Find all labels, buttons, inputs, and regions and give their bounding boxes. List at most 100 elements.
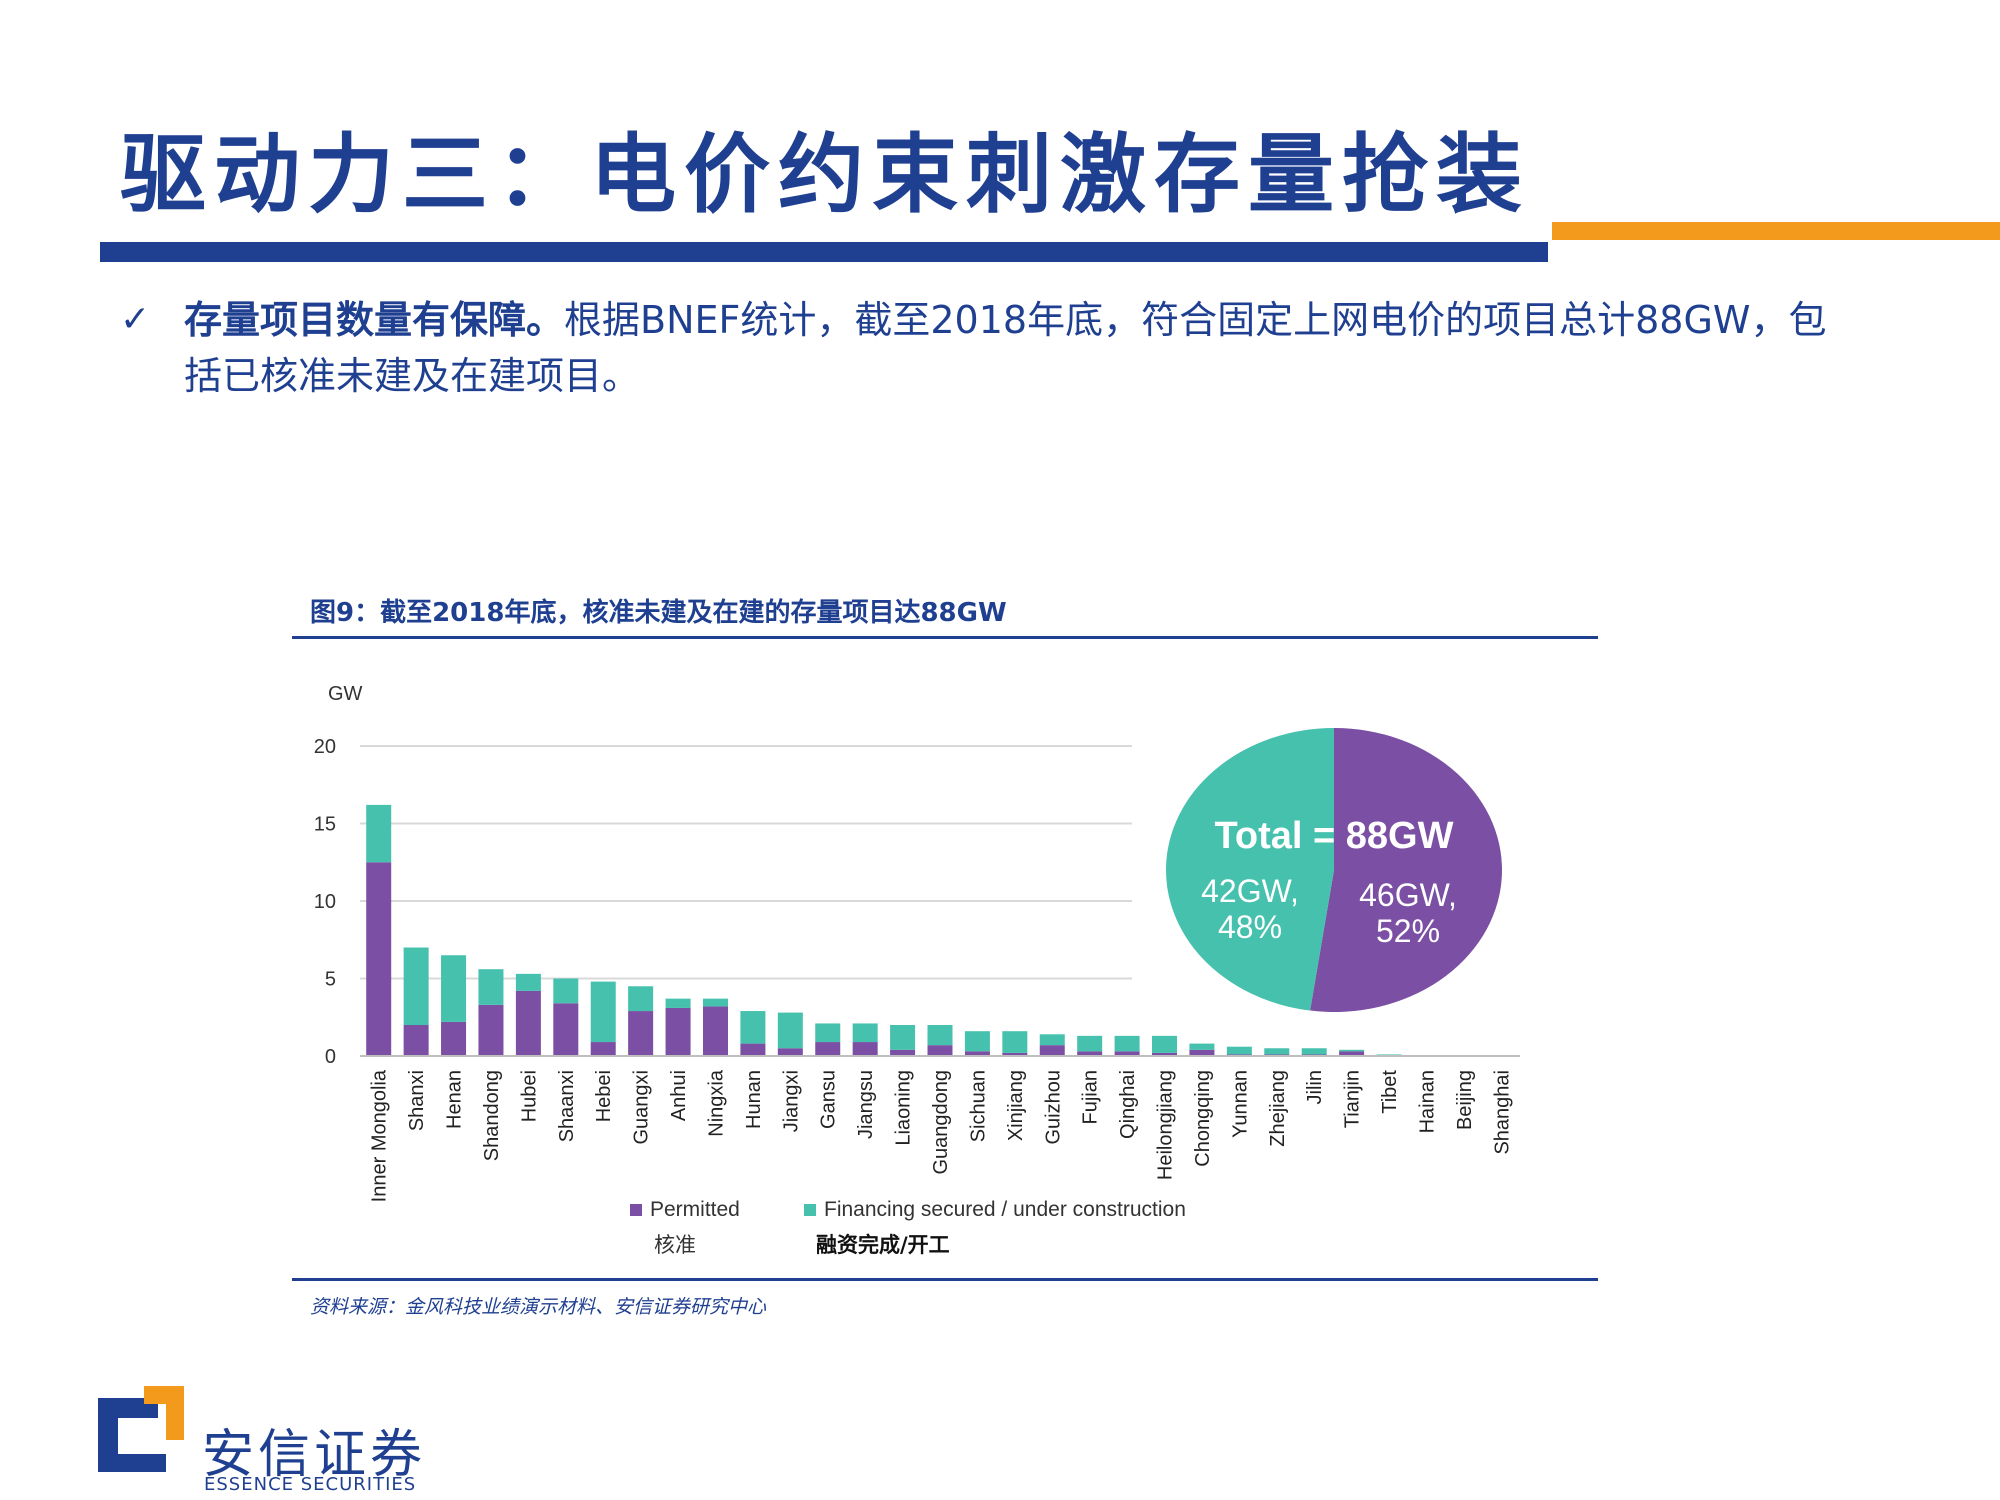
pie-label-pct: 48% <box>1218 909 1282 945</box>
x-tick-label: Hainan <box>1416 1070 1438 1133</box>
x-tick-label: Tibet <box>1379 1070 1401 1114</box>
x-tick-label: Inner Mongolia <box>369 1069 391 1202</box>
x-tick-label: Shaanxi <box>556 1070 578 1142</box>
y-tick-label: 15 <box>314 814 336 836</box>
x-tick-label: Guangdong <box>930 1070 952 1175</box>
x-tick-label: Tianjin <box>1342 1070 1364 1128</box>
bar-permitted <box>702 1006 728 1056</box>
chart-area: 0 5 10 15 20 GW Inner Mongolia Shanxi Henan Shand… <box>314 683 1520 1257</box>
figure-top-rule <box>292 636 1598 639</box>
bar-permitted <box>1039 1045 1065 1056</box>
bar-financing <box>403 947 429 1025</box>
bar-permitted <box>964 1051 990 1056</box>
logo-text-en: ESSENCE SECURITIES <box>204 1474 417 1495</box>
y-tick-label: 20 <box>314 736 336 758</box>
bar-financing <box>665 998 691 1008</box>
pie-label-pct: 52% <box>1376 913 1440 949</box>
check-icon: ✓ <box>120 299 151 340</box>
bullet-paragraph: ✓ 存量项目数量有保障。根据BNEF统计，截至2018年底，符合固定上网电价的项… <box>120 292 1860 404</box>
bar-financing <box>815 1023 841 1043</box>
bar-permitted <box>852 1042 878 1056</box>
page-title: 驱动力三：电价约束刺激存量抢装 <box>120 124 1530 225</box>
bar-financing <box>366 804 392 863</box>
x-tick-label: Jiangxi <box>780 1070 802 1132</box>
x-tick-label: Anhui <box>668 1070 690 1121</box>
bar-financing <box>1189 1043 1215 1050</box>
bar-permitted <box>1152 1052 1178 1056</box>
bar-permitted <box>890 1049 916 1056</box>
bar-financing <box>628 986 654 1012</box>
bar-permitted <box>1077 1051 1103 1056</box>
x-tick-label: Beijing <box>1454 1070 1476 1130</box>
x-tick-label: Qinghai <box>1117 1070 1139 1139</box>
x-tick-label: Fujian <box>1080 1070 1102 1124</box>
y-axis-label: GW <box>328 683 363 705</box>
bar-permitted <box>478 1004 504 1056</box>
x-tick-label: Ningxia <box>705 1069 727 1137</box>
bar-financing <box>553 978 579 1004</box>
bar-financing <box>1077 1035 1103 1052</box>
pie-total-label: Total = 88GW <box>1215 815 1454 857</box>
bar-financing <box>441 955 467 1022</box>
bar-financing <box>1264 1048 1290 1055</box>
bar-permitted <box>1114 1051 1140 1056</box>
x-tick-label: Shanxi <box>406 1070 428 1131</box>
legend-label-financing: Financing secured / under construction <box>824 1198 1186 1221</box>
bar-financing <box>740 1011 766 1044</box>
bar-permitted <box>515 990 541 1056</box>
x-tick-label: Sichuan <box>967 1070 989 1142</box>
x-tick-label: Guangxi <box>631 1070 653 1145</box>
title-underline-blue <box>100 242 1548 262</box>
bar-permitted <box>740 1043 766 1056</box>
bar-permitted <box>1189 1049 1215 1056</box>
x-tick-label: Shanghai <box>1491 1070 1513 1155</box>
bar-financing <box>1152 1035 1178 1053</box>
legend-label-permitted: Permitted <box>650 1198 740 1221</box>
bar-permitted <box>441 1021 467 1056</box>
bar-financing <box>890 1025 916 1050</box>
bar-permitted <box>553 1003 579 1056</box>
bar-financing <box>1301 1048 1327 1055</box>
bar-permitted <box>628 1011 654 1056</box>
pie-slice <box>1310 728 1502 1012</box>
pie-label-value: 46GW, <box>1359 877 1457 913</box>
title-underline-orange <box>1552 222 2000 240</box>
bar-permitted <box>815 1042 841 1056</box>
legend-label-financing-cn: 融资完成/开工 <box>816 1233 950 1257</box>
bar-permitted <box>403 1025 429 1056</box>
y-tick-label: 5 <box>325 969 336 991</box>
x-tick-label: Shandong <box>481 1070 503 1161</box>
bar-permitted <box>777 1048 803 1056</box>
x-tick-label: Hunan <box>743 1070 765 1129</box>
bar-financing <box>964 1031 990 1052</box>
figure-title: 图9：截至2018年底，核准未建及在建的存量项目达88GW <box>310 598 1007 628</box>
pie-slice <box>1166 728 1334 1011</box>
bullet-text-block: 存量项目数量有保障。根据BNEF统计，截至2018年底，符合固定上网电价的项目总… <box>184 292 1860 404</box>
bar-financing <box>777 1012 803 1049</box>
x-tick-label: Jiangsu <box>855 1070 877 1139</box>
bar-financing <box>1226 1046 1252 1055</box>
bar-financing <box>1002 1031 1028 1053</box>
legend-swatch-permitted <box>630 1204 642 1216</box>
bar-financing <box>1039 1034 1065 1046</box>
bar-permitted <box>366 862 392 1056</box>
legend-label-permitted-cn: 核准 <box>654 1233 696 1257</box>
bar-permitted <box>1002 1052 1028 1056</box>
bar-permitted <box>1339 1051 1365 1056</box>
bar-permitted <box>590 1042 616 1056</box>
bar-financing <box>702 998 728 1007</box>
y-tick-label: 10 <box>314 891 336 913</box>
bar-financing <box>1339 1049 1365 1052</box>
logo-text-cn: 安信证券 <box>202 1425 427 1485</box>
bar-permitted <box>927 1045 953 1056</box>
x-tick-label: Jilin <box>1304 1070 1326 1104</box>
bar-financing <box>478 969 504 1005</box>
bar-financing <box>515 973 541 991</box>
y-tick-label: 0 <box>325 1046 336 1068</box>
x-tick-label: Yunnan <box>1229 1070 1251 1138</box>
pie-label-value: 42GW, <box>1201 873 1299 909</box>
bar-financing <box>927 1025 953 1046</box>
bullet-body-text: 根据BNEF统计，截至2018年底，符合固定上网电价的项目总计88GW，包括已核… <box>184 298 1827 398</box>
legend-swatch-financing <box>804 1204 816 1216</box>
x-tick-label: Chongqing <box>1192 1070 1214 1167</box>
